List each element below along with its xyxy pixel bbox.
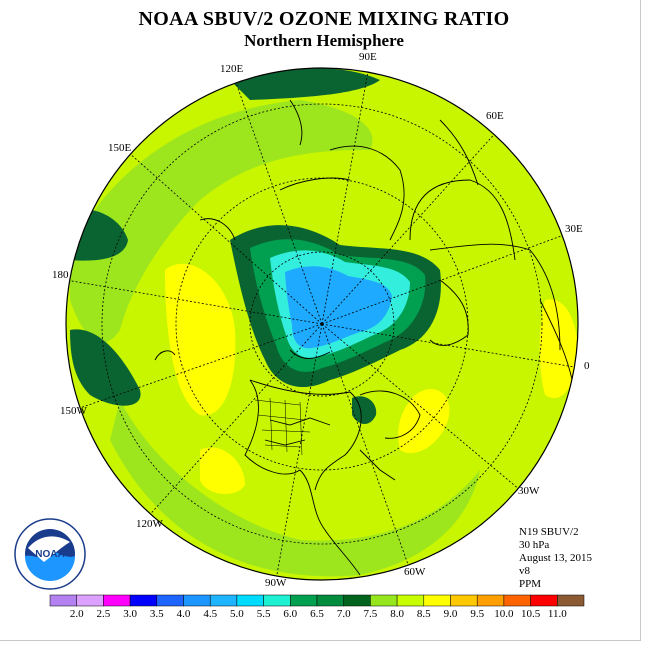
- colorbar-tick-label: 7.5: [363, 608, 378, 620]
- lon-label-180: 180: [52, 269, 69, 281]
- colorbar-tick-label: 11.0: [547, 608, 567, 620]
- colorbar-tick-label: 2.0: [69, 608, 84, 620]
- state-boundaries: [254, 397, 311, 456]
- colorbar-tick-label: 9.5: [470, 608, 485, 620]
- field-yellow-sw: [200, 447, 245, 495]
- colorbar-tick-label: 5.5: [256, 608, 271, 620]
- lon-label-30e: 30E: [565, 223, 583, 235]
- page-subtitle: Northern Hemisphere: [244, 31, 404, 50]
- lon-label-120w: 120W: [136, 518, 163, 530]
- lon-label-150w: 150W: [60, 405, 87, 417]
- colorbar-tick-label: 10.0: [494, 608, 514, 620]
- colorbar-tick-label: 8.0: [390, 608, 404, 620]
- info-units: PPM: [519, 578, 542, 590]
- vortex-core-blue: [285, 266, 392, 349]
- info-version: v8: [519, 565, 530, 577]
- field-yellow-e: [539, 299, 578, 399]
- noaa-logo: NOAA: [14, 518, 86, 590]
- coastlines: [154, 99, 576, 576]
- lon-label-90w: 90W: [265, 577, 287, 589]
- colorbar-tick-label: 3.5: [149, 608, 164, 620]
- info-level: 30 hPa: [519, 539, 550, 551]
- colorbar-tick-label: 7.0: [336, 608, 351, 620]
- colorbar-tick-label: 4.5: [203, 608, 218, 620]
- field-yellow-w: [165, 263, 236, 416]
- info-date: August 13, 2015: [519, 552, 593, 564]
- colorbar-tick-label: 2.5: [96, 608, 111, 620]
- lon-label-0: 0: [584, 360, 590, 372]
- field-yellow-se: [398, 389, 450, 454]
- field-patch-w: [70, 329, 141, 406]
- svg-text:NOAA: NOAA: [35, 549, 64, 560]
- colorbar-tick-label: 8.5: [416, 608, 431, 620]
- map-border: [65, 67, 579, 581]
- page-title: NOAA SBUV/2 OZONE MIXING RATIO: [138, 8, 510, 30]
- ozone-field: [66, 68, 578, 580]
- colorbar-tick-label: 10.5: [520, 608, 541, 620]
- lon-label-60w: 60W: [404, 566, 426, 578]
- figure-frame: [0, 0, 641, 641]
- field-band-upper: [70, 100, 373, 343]
- colorbar-tick-label: 4.0: [176, 608, 191, 620]
- lon-label-120e: 120E: [220, 63, 244, 75]
- field-band-lower: [110, 400, 480, 577]
- lon-label-150e: 150E: [108, 142, 132, 154]
- lon-label-30w: 30W: [518, 485, 540, 497]
- lon-label-60e: 60E: [486, 110, 504, 122]
- colorbar-tick-label: 5.0: [230, 608, 244, 620]
- colorbar-tick-label: 9.0: [443, 608, 458, 620]
- colorbar-tick-label: 6.5: [310, 608, 324, 620]
- lon-label-90e: 90E: [359, 51, 377, 63]
- colorbar-tick-label: 6.0: [283, 608, 298, 620]
- field-patch-n: [230, 68, 380, 100]
- info-block: N19 SBUV/2 30 hPa August 13, 2015 v8 PPM: [519, 526, 592, 591]
- info-instrument: N19 SBUV/2: [519, 526, 579, 538]
- colorbar-tick-label: 3.0: [123, 608, 137, 620]
